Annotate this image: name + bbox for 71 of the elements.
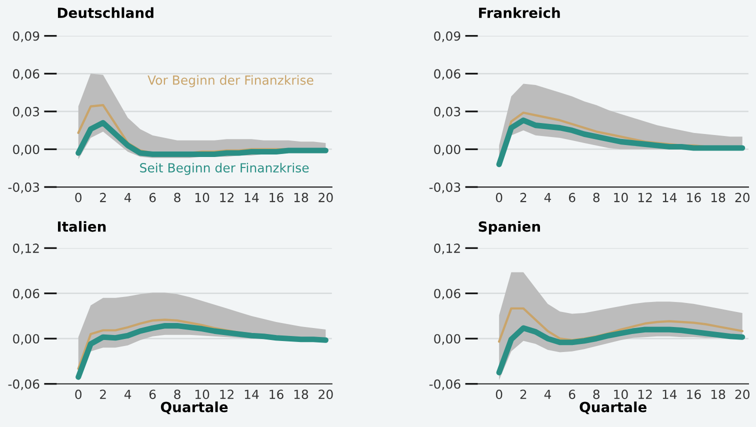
x-tick-label: 20 xyxy=(735,390,750,400)
y-tick-label: -0,03 xyxy=(8,182,40,194)
x-tick-label: 4 xyxy=(124,192,132,202)
x-tick-label: 14 xyxy=(662,192,677,202)
chart-title: Italien xyxy=(58,221,106,232)
chart-title: Spanien xyxy=(478,221,540,235)
x-tick-label: 8 xyxy=(593,390,600,400)
x-tick-label: 12 xyxy=(638,192,652,202)
x-tick-label: 6 xyxy=(149,192,156,202)
x-axis-title: Quartale xyxy=(160,402,228,414)
x-tick-label: 14 xyxy=(662,390,677,399)
x-tick-label: 6 xyxy=(149,390,156,400)
line-series xyxy=(498,307,744,343)
y-tick-label: -0,03 xyxy=(429,182,460,194)
x-tick-label: 2 xyxy=(100,192,106,202)
x-tick-label: 0 xyxy=(75,192,82,202)
x-tick-label: 8 xyxy=(174,192,180,202)
x-axis-title: Quartale xyxy=(580,402,646,414)
y-tick-label: -0,06 xyxy=(8,379,40,390)
x-tick-label: 12 xyxy=(220,192,234,202)
text: Vor Beginn der Finanzkrise xyxy=(148,75,314,88)
x-tick-label: 10 xyxy=(614,192,628,202)
x-tick-label: 18 xyxy=(711,390,726,400)
x-tick-label: 10 xyxy=(614,390,628,400)
x-tick-label: 10 xyxy=(195,390,210,400)
y-tick-label: 0,12 xyxy=(434,244,460,254)
x-tick-label: 8 xyxy=(593,192,600,202)
series-label: Seit Beginn der Finanzkrise xyxy=(140,162,309,175)
y-tick-label: 0,03 xyxy=(13,106,40,118)
y-tick-label: -0,06 xyxy=(429,379,460,390)
chart-title: Deutschland xyxy=(58,7,154,18)
x-tick-label: 2 xyxy=(520,192,526,202)
x-tick-label: 12 xyxy=(220,390,234,399)
x-tick-label: 16 xyxy=(687,192,701,202)
x-tick-label: 2 xyxy=(100,390,106,399)
chart-title: Frankreich xyxy=(479,7,560,18)
y-tick-label: 0,06 xyxy=(434,288,460,300)
x-tick-label: 20 xyxy=(318,192,333,202)
x-tick-label: 14 xyxy=(244,192,259,202)
x-tick-label: 16 xyxy=(270,390,284,400)
x-tick-label: 4 xyxy=(124,390,132,399)
y-tick-label: 0,09 xyxy=(434,31,460,42)
x-tick-label: 6 xyxy=(568,390,576,400)
y-tick-label: 0,00 xyxy=(434,144,460,156)
x-tick-label: 10 xyxy=(195,192,210,202)
x-tick-label: 20 xyxy=(318,390,333,400)
y-tick-label: 0,03 xyxy=(434,106,460,118)
x-tick-label: 16 xyxy=(687,390,701,400)
y-tick-label: 0,06 xyxy=(13,288,40,300)
x-tick-label: 14 xyxy=(244,390,259,399)
x-tick-label: 0 xyxy=(496,192,502,202)
y-tick-label: 0,00 xyxy=(434,334,460,345)
y-tick-label: 0,09 xyxy=(13,31,40,42)
x-tick-label: 4 xyxy=(544,390,552,399)
x-tick-label: 4 xyxy=(544,192,552,202)
y-tick-label: 0,06 xyxy=(13,69,40,80)
x-tick-label: 0 xyxy=(496,390,502,400)
x-tick-label: 18 xyxy=(294,390,308,400)
x-tick-label: 20 xyxy=(735,192,750,202)
x-tick-label: 18 xyxy=(711,192,726,202)
x-tick-label: 18 xyxy=(294,192,308,202)
x-tick-label: 8 xyxy=(174,390,180,400)
y-tick-label: 0,12 xyxy=(13,244,39,254)
x-tick-label: 6 xyxy=(568,192,576,202)
y-tick-label: 0,00 xyxy=(13,334,40,345)
x-tick-label: 12 xyxy=(638,390,652,399)
y-tick-label: 0,06 xyxy=(434,69,460,80)
y-tick-label: 0,00 xyxy=(13,144,40,156)
x-tick-label: 0 xyxy=(75,390,82,400)
x-tick-label: 16 xyxy=(270,192,284,202)
x-tick-label: 2 xyxy=(520,390,526,399)
